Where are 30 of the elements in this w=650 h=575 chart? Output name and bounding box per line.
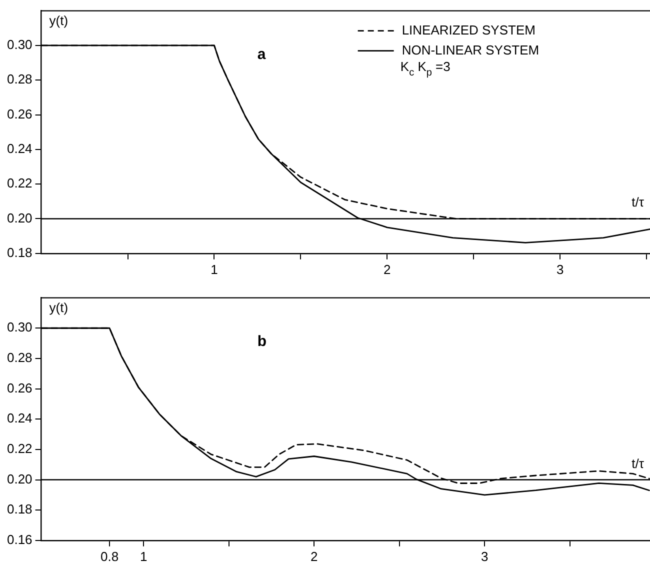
y-axis-title: y(t) — [49, 12, 68, 28]
y-tick-label: 0.24 — [6, 141, 32, 156]
y-tick-label: 0.20 — [6, 471, 32, 486]
x-axis-title: t/τ — [632, 456, 645, 471]
y-tick-label: 0.28 — [6, 72, 32, 87]
x-tick-label: 1 — [140, 548, 148, 564]
y-tick-label: 0.26 — [6, 106, 32, 122]
y-tick-label: 0.30 — [6, 320, 32, 335]
y-tick-label: 0.20 — [6, 210, 32, 226]
y-tick-label: 0.26 — [6, 380, 32, 396]
y-tick-label: 0.18 — [6, 502, 32, 517]
x-axis-title: t/τ — [632, 194, 645, 210]
y-tick-label: 0.18 — [6, 244, 32, 260]
y-tick-label: 0.22 — [6, 176, 32, 191]
annotation: b — [257, 332, 267, 350]
x-tick-label: 2 — [384, 262, 391, 277]
y-tick-label: 0.28 — [6, 350, 32, 366]
annotation: a — [257, 46, 266, 63]
x-tick-label: 3 — [480, 548, 488, 564]
y-axis-title: y(t) — [49, 300, 68, 315]
y-tick-label: 0.30 — [6, 37, 32, 52]
legend-label: NON-LINEAR SYSTEM — [402, 42, 540, 58]
x-tick-label: 0.8 — [100, 548, 119, 564]
x-tick-label: 1 — [210, 262, 218, 277]
y-tick-label: 0.16 — [6, 532, 32, 547]
y-tick-label: 0.24 — [6, 410, 32, 426]
legend-label: LINEARIZED SYSTEM — [402, 22, 536, 38]
y-tick-label: 0.22 — [6, 441, 32, 456]
x-tick-label: 3 — [556, 262, 564, 277]
x-tick-label: 2 — [310, 548, 318, 564]
